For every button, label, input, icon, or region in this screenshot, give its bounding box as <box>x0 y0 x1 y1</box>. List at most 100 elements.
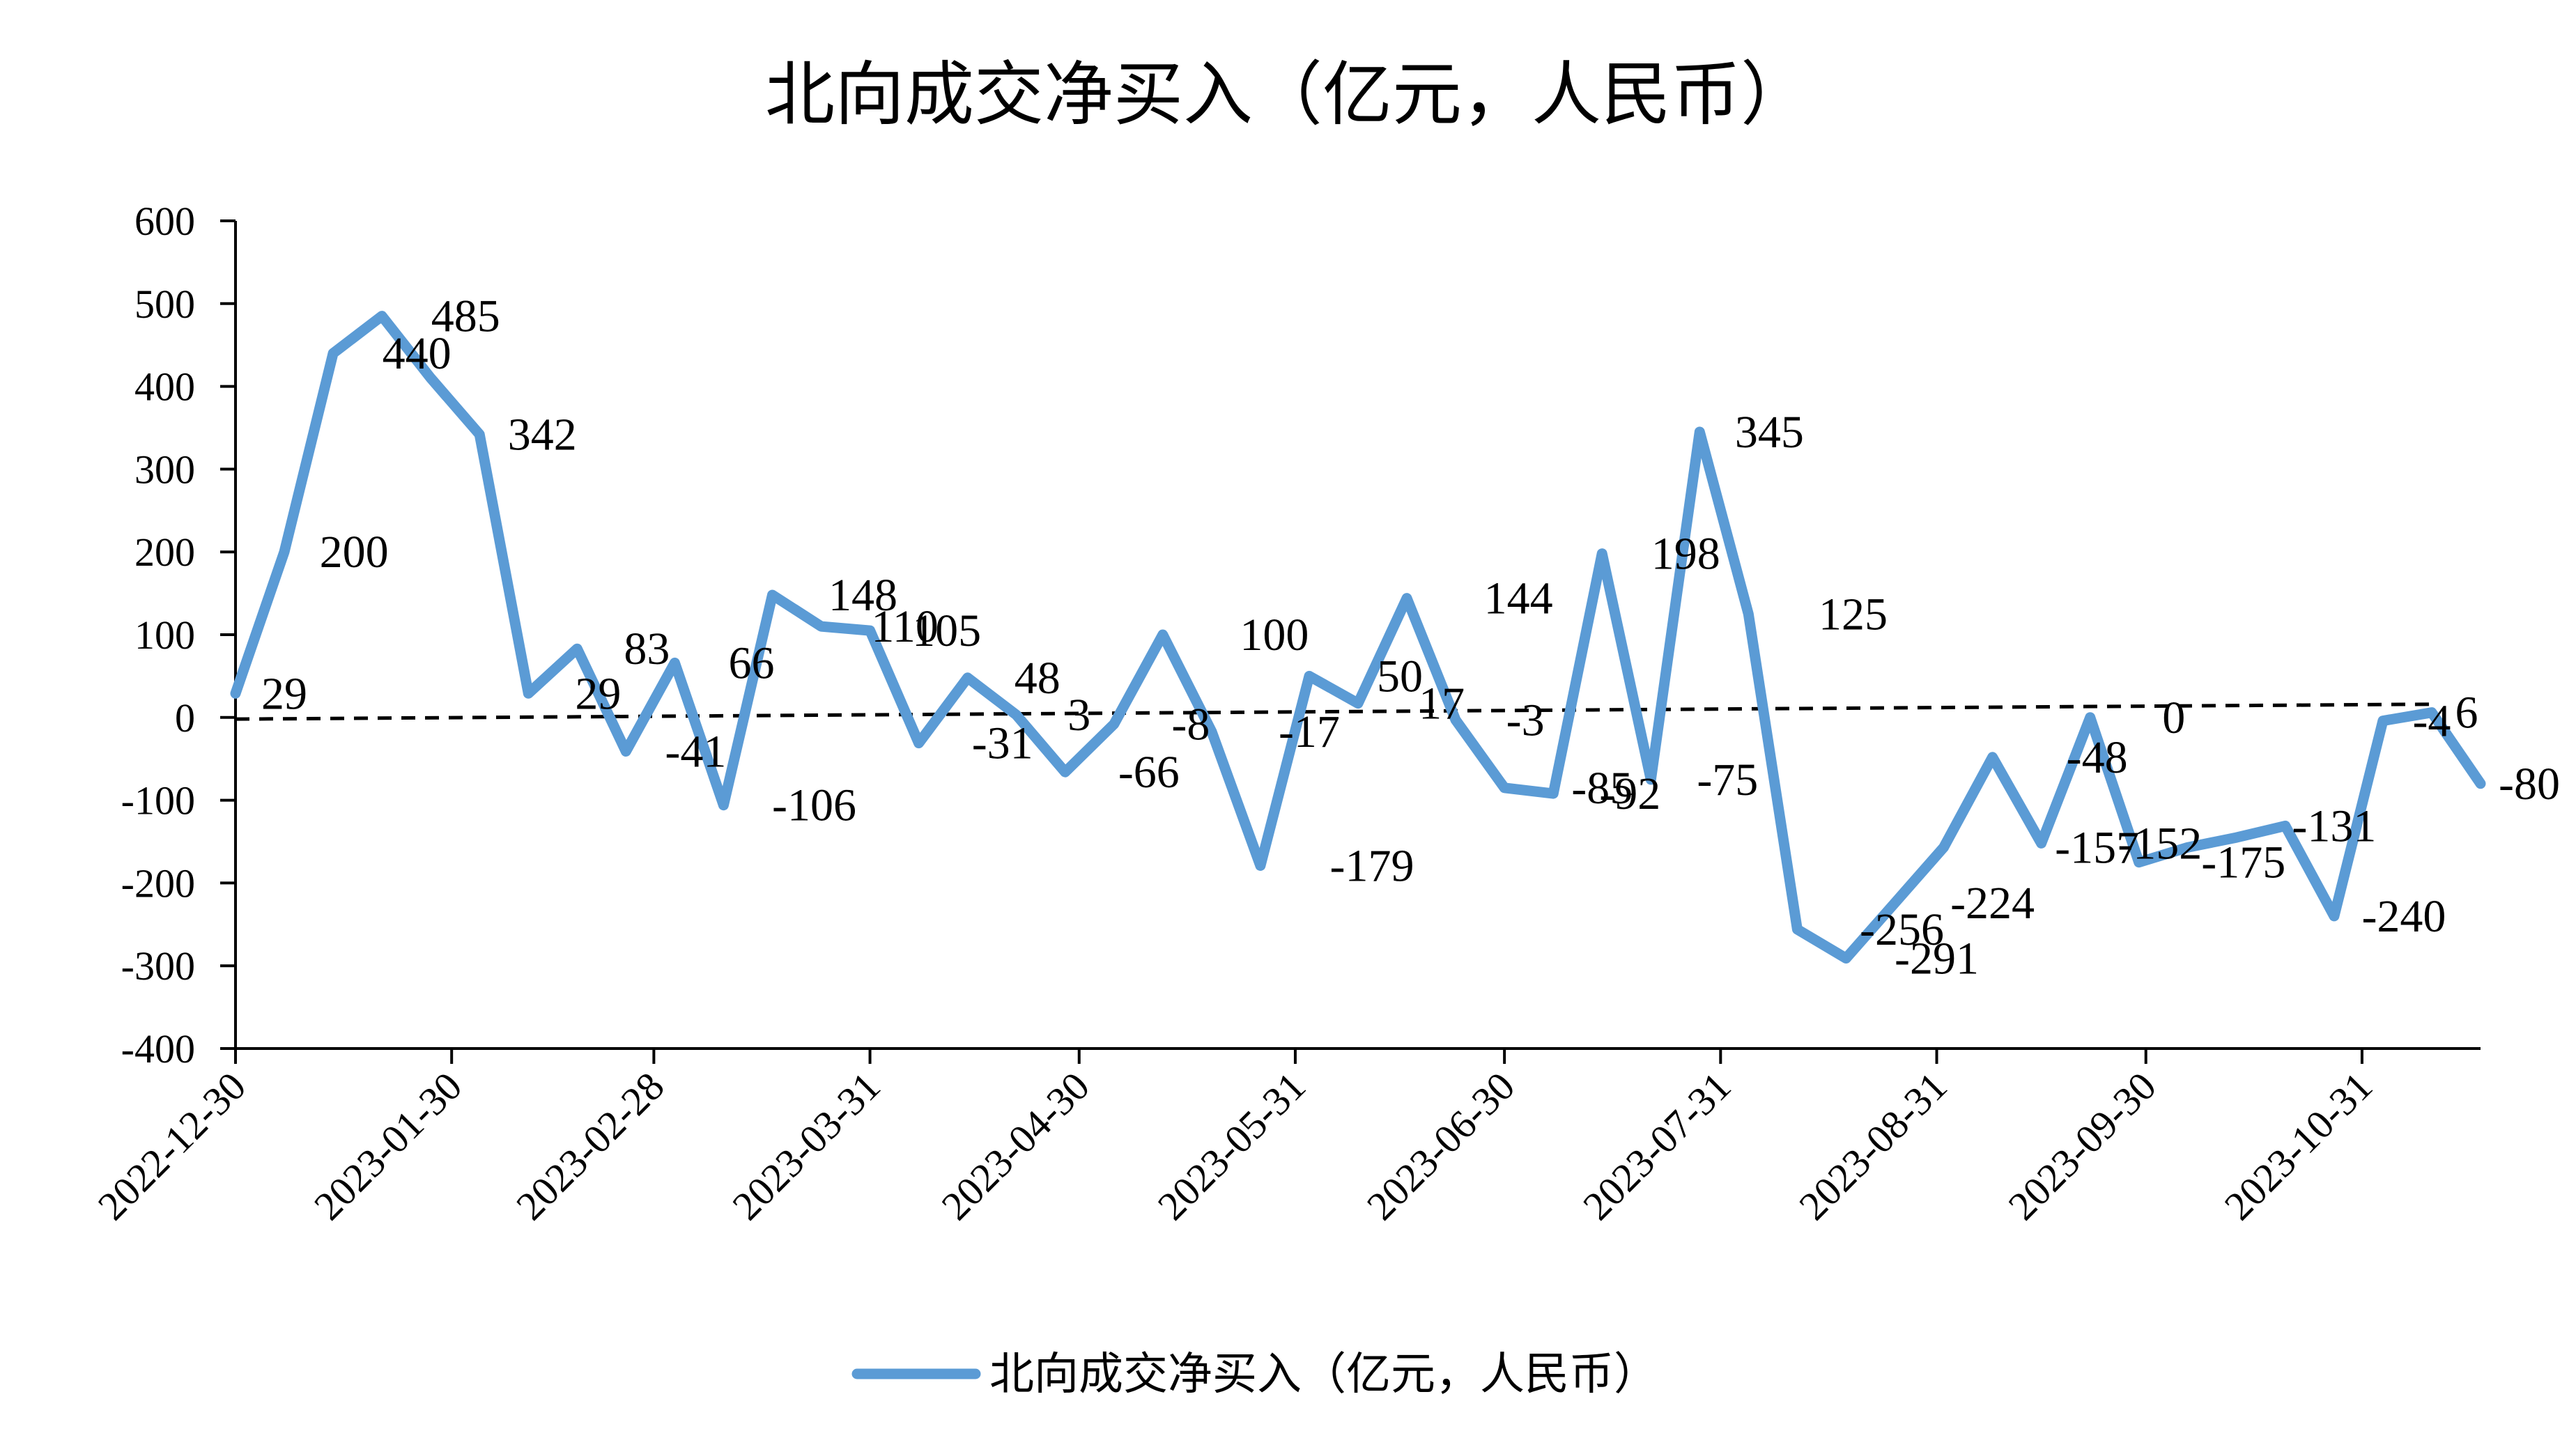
data-label: 125 <box>1819 589 1888 640</box>
data-label: -152 <box>2118 818 2202 869</box>
data-label: 48 <box>1015 653 1061 704</box>
data-point <box>1306 674 1311 679</box>
data-label: 148 <box>828 570 897 621</box>
data-label: 29 <box>261 668 307 719</box>
data-label: -66 <box>1118 747 1180 798</box>
data-point <box>331 351 336 356</box>
data-label: 66 <box>728 637 774 688</box>
chart-title: 北向成交净买入（亿元，人民币） <box>765 56 1810 134</box>
data-point <box>380 314 385 318</box>
data-point <box>1600 551 1605 556</box>
x-tick-label: 2023-03-31 <box>723 1063 888 1228</box>
data-label: 0 <box>2162 693 2185 743</box>
data-point <box>1795 927 1800 931</box>
x-tick-label: 2023-01-30 <box>305 1063 470 1228</box>
data-label: 100 <box>1240 610 1309 660</box>
y-tick-label: -300 <box>121 943 195 989</box>
data-point <box>916 741 921 745</box>
data-point <box>1453 718 1458 722</box>
data-label: 29 <box>575 668 621 719</box>
y-tick-label: -400 <box>121 1026 195 1072</box>
data-point <box>2039 841 2044 846</box>
data-label: -179 <box>1330 840 1414 891</box>
data-point <box>2380 718 2385 723</box>
data-point <box>965 675 970 680</box>
data-label: -131 <box>2292 801 2376 851</box>
data-point <box>2429 710 2434 715</box>
data-point <box>721 803 726 807</box>
data-label: -80 <box>2499 759 2560 810</box>
data-point <box>2234 835 2239 840</box>
x-tick-label: 2023-10-31 <box>2216 1063 2381 1228</box>
data-point <box>1014 713 1019 718</box>
x-tick-label: 2023-09-30 <box>2000 1063 2165 1228</box>
data-label: 110 <box>871 601 939 652</box>
data-point <box>526 691 531 696</box>
data-point <box>1405 596 1410 601</box>
data-label: -157 <box>2055 822 2139 873</box>
data-label: -17 <box>1279 706 1340 757</box>
y-tick-label: -100 <box>121 778 195 823</box>
data-label: 6 <box>2455 688 2478 738</box>
data-point <box>1111 722 1116 727</box>
data-point <box>1551 791 1556 796</box>
y-axis-tick-labels: 600 500 400 300 200 100 0 -100 -200 -300 -400 <box>121 199 195 1072</box>
data-label: -4 <box>2412 696 2451 747</box>
y-tick-label: 300 <box>134 447 195 492</box>
data-point <box>1746 612 1751 617</box>
data-label: 345 <box>1735 407 1804 458</box>
data-label: 485 <box>431 291 500 342</box>
data-point <box>2185 845 2190 850</box>
data-label: 50 <box>1377 651 1423 702</box>
data-point <box>429 376 433 380</box>
data-label: -41 <box>665 727 726 778</box>
y-tick-label: 400 <box>134 364 195 410</box>
data-point <box>1990 755 1995 759</box>
data-label: 342 <box>508 410 577 461</box>
data-label: 198 <box>1651 529 1720 580</box>
x-tick-label: 2023-02-28 <box>507 1063 672 1228</box>
data-point <box>1258 863 1263 868</box>
data-label: 200 <box>320 527 389 578</box>
data-point <box>624 749 628 754</box>
data-label: -75 <box>1697 755 1758 805</box>
series-layer <box>230 311 2486 964</box>
y-tick-label: 600 <box>134 199 195 244</box>
data-point <box>2088 715 2092 720</box>
data-point <box>2331 913 2336 918</box>
legend: 北向成交净买入（亿元，人民币） <box>851 1349 1658 1399</box>
data-point <box>672 660 677 665</box>
data-point <box>1697 429 1702 434</box>
x-tick-label: 2023-04-30 <box>933 1063 1098 1228</box>
data-label: 440 <box>383 328 452 379</box>
data-point <box>1063 770 1067 775</box>
data-point <box>1209 729 1214 734</box>
data-point <box>282 550 287 555</box>
axes <box>220 219 2481 1064</box>
data-point <box>1941 845 1946 850</box>
x-tick-label: 2023-06-30 <box>1358 1063 1523 1228</box>
y-tick-label: 0 <box>175 695 195 741</box>
data-label: -224 <box>1950 878 2035 929</box>
y-tick-label: -200 <box>121 860 195 906</box>
data-label: -256 <box>1860 904 1944 955</box>
data-label: 83 <box>624 624 670 674</box>
y-tick-label: 200 <box>134 529 195 575</box>
data-point <box>867 628 872 633</box>
data-point <box>1160 633 1165 637</box>
data-point <box>1502 785 1507 790</box>
data-point <box>477 432 482 437</box>
data-label: -291 <box>1895 934 1979 984</box>
x-tick-label: 2023-05-31 <box>1149 1063 1314 1228</box>
data-label: -106 <box>772 780 856 831</box>
data-point <box>2283 823 2288 828</box>
data-point <box>575 647 580 651</box>
data-label: -48 <box>2067 732 2128 783</box>
data-labels: 292004404853422983-4166-106148110105-314… <box>261 291 2560 984</box>
data-point <box>1649 777 1653 782</box>
y-tick-label: 500 <box>134 281 195 327</box>
data-point <box>233 691 238 696</box>
data-label: -92 <box>1599 768 1660 819</box>
